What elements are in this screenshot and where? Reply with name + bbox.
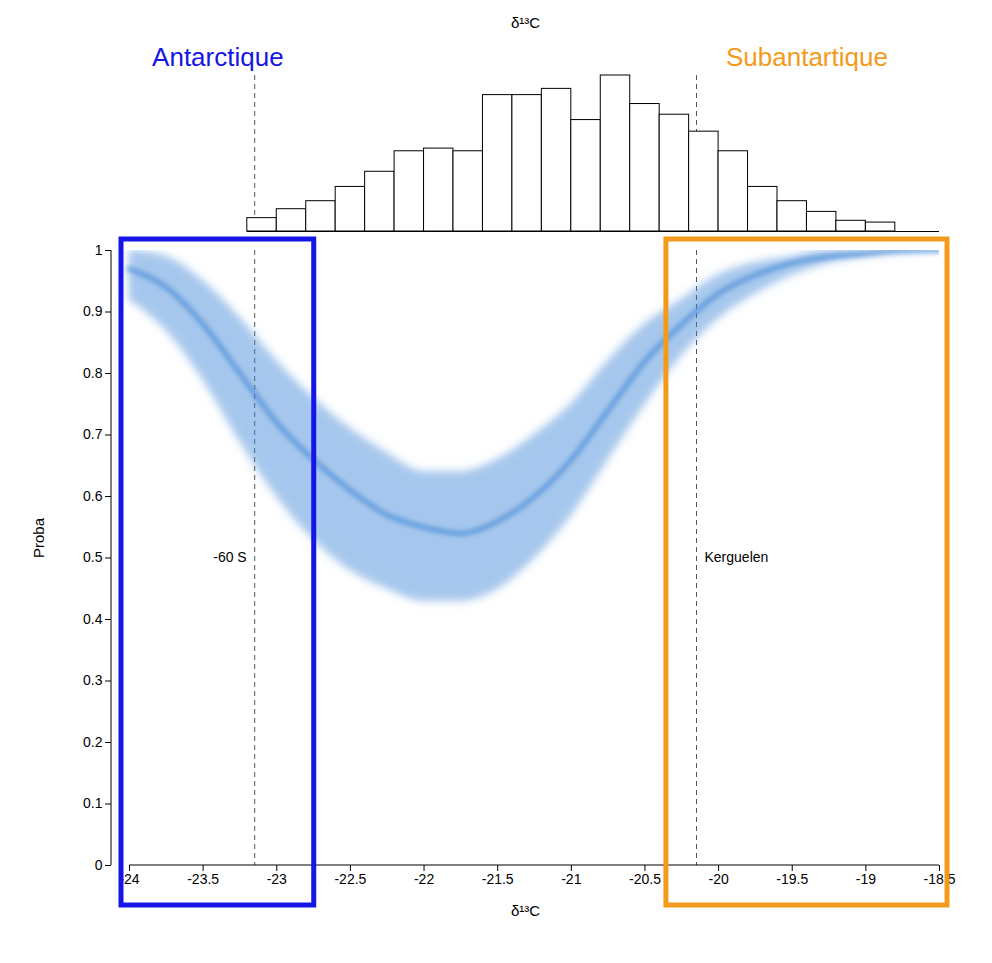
svg-text:-24: -24 <box>119 871 140 888</box>
svg-text:-21.5: -21.5 <box>482 871 514 887</box>
svg-text:0.6: 0.6 <box>83 488 103 504</box>
svg-text:0.5: 0.5 <box>83 549 103 565</box>
svg-text:-18.5: -18.5 <box>924 871 956 887</box>
svg-text:1: 1 <box>95 242 103 258</box>
svg-text:δ¹³C: δ¹³C <box>511 14 540 31</box>
svg-text:-23: -23 <box>267 871 287 887</box>
svg-text:-19: -19 <box>856 871 876 887</box>
svg-text:δ¹³C: δ¹³C <box>511 902 540 919</box>
svg-text:0.7: 0.7 <box>83 426 103 442</box>
svg-text:-22: -22 <box>414 871 434 887</box>
svg-text:0.2: 0.2 <box>83 734 103 750</box>
svg-text:-19.5: -19.5 <box>776 871 808 887</box>
svg-text:-22.5: -22.5 <box>334 871 366 887</box>
svg-text:Subantartique: Subantartique <box>726 42 888 72</box>
svg-text:-21: -21 <box>561 871 581 887</box>
svg-text:Proba: Proba <box>30 517 47 558</box>
svg-text:0.8: 0.8 <box>83 365 103 381</box>
svg-text:-20: -20 <box>708 871 728 887</box>
svg-text:-20.5: -20.5 <box>629 871 661 887</box>
svg-text:0: 0 <box>95 857 103 873</box>
svg-text:Kerguelen: Kerguelen <box>705 549 769 565</box>
svg-text:-60 S: -60 S <box>213 549 246 565</box>
svg-text:0.1: 0.1 <box>83 795 103 811</box>
svg-text:0.9: 0.9 <box>83 303 103 319</box>
svg-text:0.3: 0.3 <box>83 672 103 688</box>
svg-text:0.4: 0.4 <box>83 611 103 627</box>
svg-text:Antarctique: Antarctique <box>152 42 284 72</box>
svg-text:-23.5: -23.5 <box>187 871 219 887</box>
